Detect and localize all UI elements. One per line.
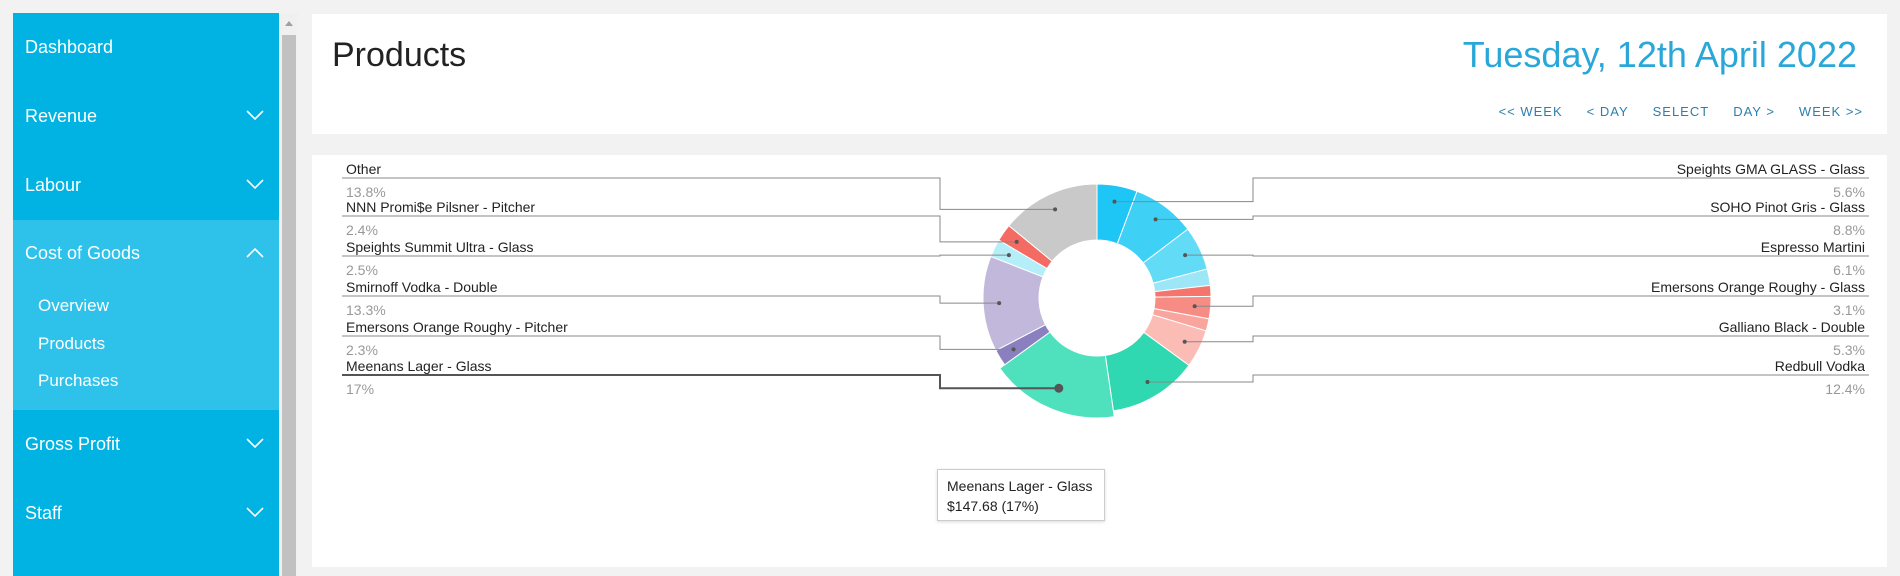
header-card: Products Tuesday, 12th April 2022 << WEE… <box>312 14 1887 134</box>
slice-label: NNN Promi$e Pilsner - Pitcher <box>346 199 535 215</box>
select-date-link[interactable]: SELECT <box>1652 104 1710 119</box>
donut-slice[interactable] <box>1008 183 1098 262</box>
scrollbar-thumb[interactable] <box>282 35 296 576</box>
slice-label: SOHO Pinot Gris - Glass <box>1710 199 1865 215</box>
label-connector-line <box>1185 254 1869 257</box>
slice-percent: 6.1% <box>1833 262 1865 278</box>
slice-percent: 12.4% <box>1825 381 1865 397</box>
label-connector-line <box>1194 295 1869 307</box>
slice-percent: 13.8% <box>346 184 386 200</box>
slice-percent: 3.1% <box>1833 302 1865 318</box>
label-connector-line <box>342 254 1009 257</box>
slice-label: Other <box>346 161 381 177</box>
nav-staff-label: Staff <box>25 502 62 523</box>
slice-label: Speights GMA GLASS - Glass <box>1677 161 1865 177</box>
slice-percent: 2.5% <box>346 262 378 278</box>
label-connector-line <box>342 374 1059 390</box>
label-connector-line <box>1147 374 1869 383</box>
prev-week-link[interactable]: << WEEK <box>1498 104 1563 119</box>
label-connector-line <box>1114 177 1869 203</box>
slice-label: Emersons Orange Roughy - Pitcher <box>346 319 568 335</box>
slice-label: Galliano Black - Double <box>1719 319 1866 335</box>
slice-label: Meenans Lager - Glass <box>346 358 492 374</box>
label-connector-dot <box>1153 217 1158 222</box>
nav-dashboard-label: Dashboard <box>25 37 114 57</box>
slice-label: Emersons Orange Roughy - Glass <box>1651 279 1865 295</box>
donut-slice[interactable] <box>999 331 1115 419</box>
next-week-link[interactable]: WEEK >> <box>1798 104 1863 119</box>
nav-labour-label: Labour <box>25 175 82 195</box>
label-connector-line <box>1155 215 1869 220</box>
chevron-down-icon <box>246 179 264 190</box>
chart-card: Speights GMA GLASS - Glass 5.6% SOHO Pinot… <box>312 155 1887 567</box>
slice-percent: 13.3% <box>346 302 386 318</box>
chevron-down-icon <box>246 437 264 448</box>
slice-percent: 2.4% <box>346 222 378 238</box>
slice-percent: 8.8% <box>1833 222 1865 238</box>
slice-label: Speights Summit Ultra - Glass <box>346 239 534 255</box>
nav-cost-of-goods[interactable]: Cost of Goods <box>13 220 279 287</box>
label-connector-dot <box>1192 304 1197 309</box>
current-date: Tuesday, 12th April 2022 <box>1462 34 1857 75</box>
sidebar-scrollbar[interactable] <box>280 13 298 576</box>
date-navigation: << WEEK < DAY SELECT DAY > WEEK >> <box>1499 104 1863 119</box>
label-connector-dot <box>1006 253 1011 258</box>
slice-label: Smirnoff Vodka - Double <box>346 279 498 295</box>
slice-percent: 5.3% <box>1833 342 1865 358</box>
label-connector-line <box>342 177 1056 210</box>
nav-cost-of-goods-group: Cost of Goods Overview Products Purchase… <box>13 220 279 410</box>
slice-percent: 2.3% <box>346 342 378 358</box>
label-connector-dot <box>1145 379 1150 384</box>
nav-revenue-label: Revenue <box>25 106 98 126</box>
donut-chart: Speights GMA GLASS - Glass 5.6%SOHO Pinot… <box>342 161 1869 419</box>
page-title: Products <box>332 36 467 74</box>
nav-staff[interactable]: Staff <box>13 479 279 548</box>
scroll-up-arrow-icon[interactable] <box>280 13 298 33</box>
slice-label: Espresso Martini <box>1761 239 1865 255</box>
nav-labour[interactable]: Labour <box>13 151 279 220</box>
label-connector-dot <box>1183 253 1188 258</box>
next-day-link[interactable]: DAY > <box>1733 104 1775 119</box>
sidebar: Dashboard Revenue Labour Cost of Goods O… <box>13 13 279 576</box>
nav-dashboard[interactable]: Dashboard <box>13 13 279 82</box>
subnav-overview[interactable]: Overview <box>38 296 109 315</box>
subnav-purchases[interactable]: Purchases <box>38 371 119 390</box>
label-connector-dot <box>1054 383 1064 393</box>
nav-gross-profit[interactable]: Gross Profit <box>13 410 279 479</box>
slice-percent: 5.6% <box>1833 184 1865 200</box>
label-connector-dot <box>1053 207 1058 212</box>
chevron-down-icon <box>246 506 264 517</box>
chart-tooltip: Meenans Lager - Glass $147.68 (17%) <box>937 469 1105 521</box>
prev-day-link[interactable]: < DAY <box>1586 104 1629 119</box>
label-connector-dot <box>1011 347 1016 352</box>
label-connector-line <box>342 215 1017 243</box>
label-connector-line <box>1184 335 1869 343</box>
nav-revenue[interactable]: Revenue <box>13 82 279 151</box>
label-connector-line <box>342 335 1014 350</box>
nav-cost-of-goods-label: Cost of Goods <box>25 243 141 263</box>
slice-percent: 17% <box>346 381 374 397</box>
tooltip-value: $147.68 (17%) <box>947 498 1039 514</box>
label-connector-dot <box>997 301 1002 306</box>
subnav-products[interactable]: Products <box>38 333 106 353</box>
nav-gross-profit-label: Gross Profit <box>25 433 121 454</box>
label-connector-line <box>342 295 1000 304</box>
subnav: Overview Products Purchases <box>13 287 279 410</box>
label-connector-dot <box>1182 339 1187 344</box>
slice-label: Redbull Vodka <box>1775 358 1866 374</box>
tooltip-title: Meenans Lager - Glass <box>947 478 1093 494</box>
label-connector-dot <box>1014 239 1019 244</box>
label-connector-dot <box>1112 199 1117 204</box>
chevron-up-icon <box>246 247 264 258</box>
chevron-down-icon <box>246 110 264 121</box>
